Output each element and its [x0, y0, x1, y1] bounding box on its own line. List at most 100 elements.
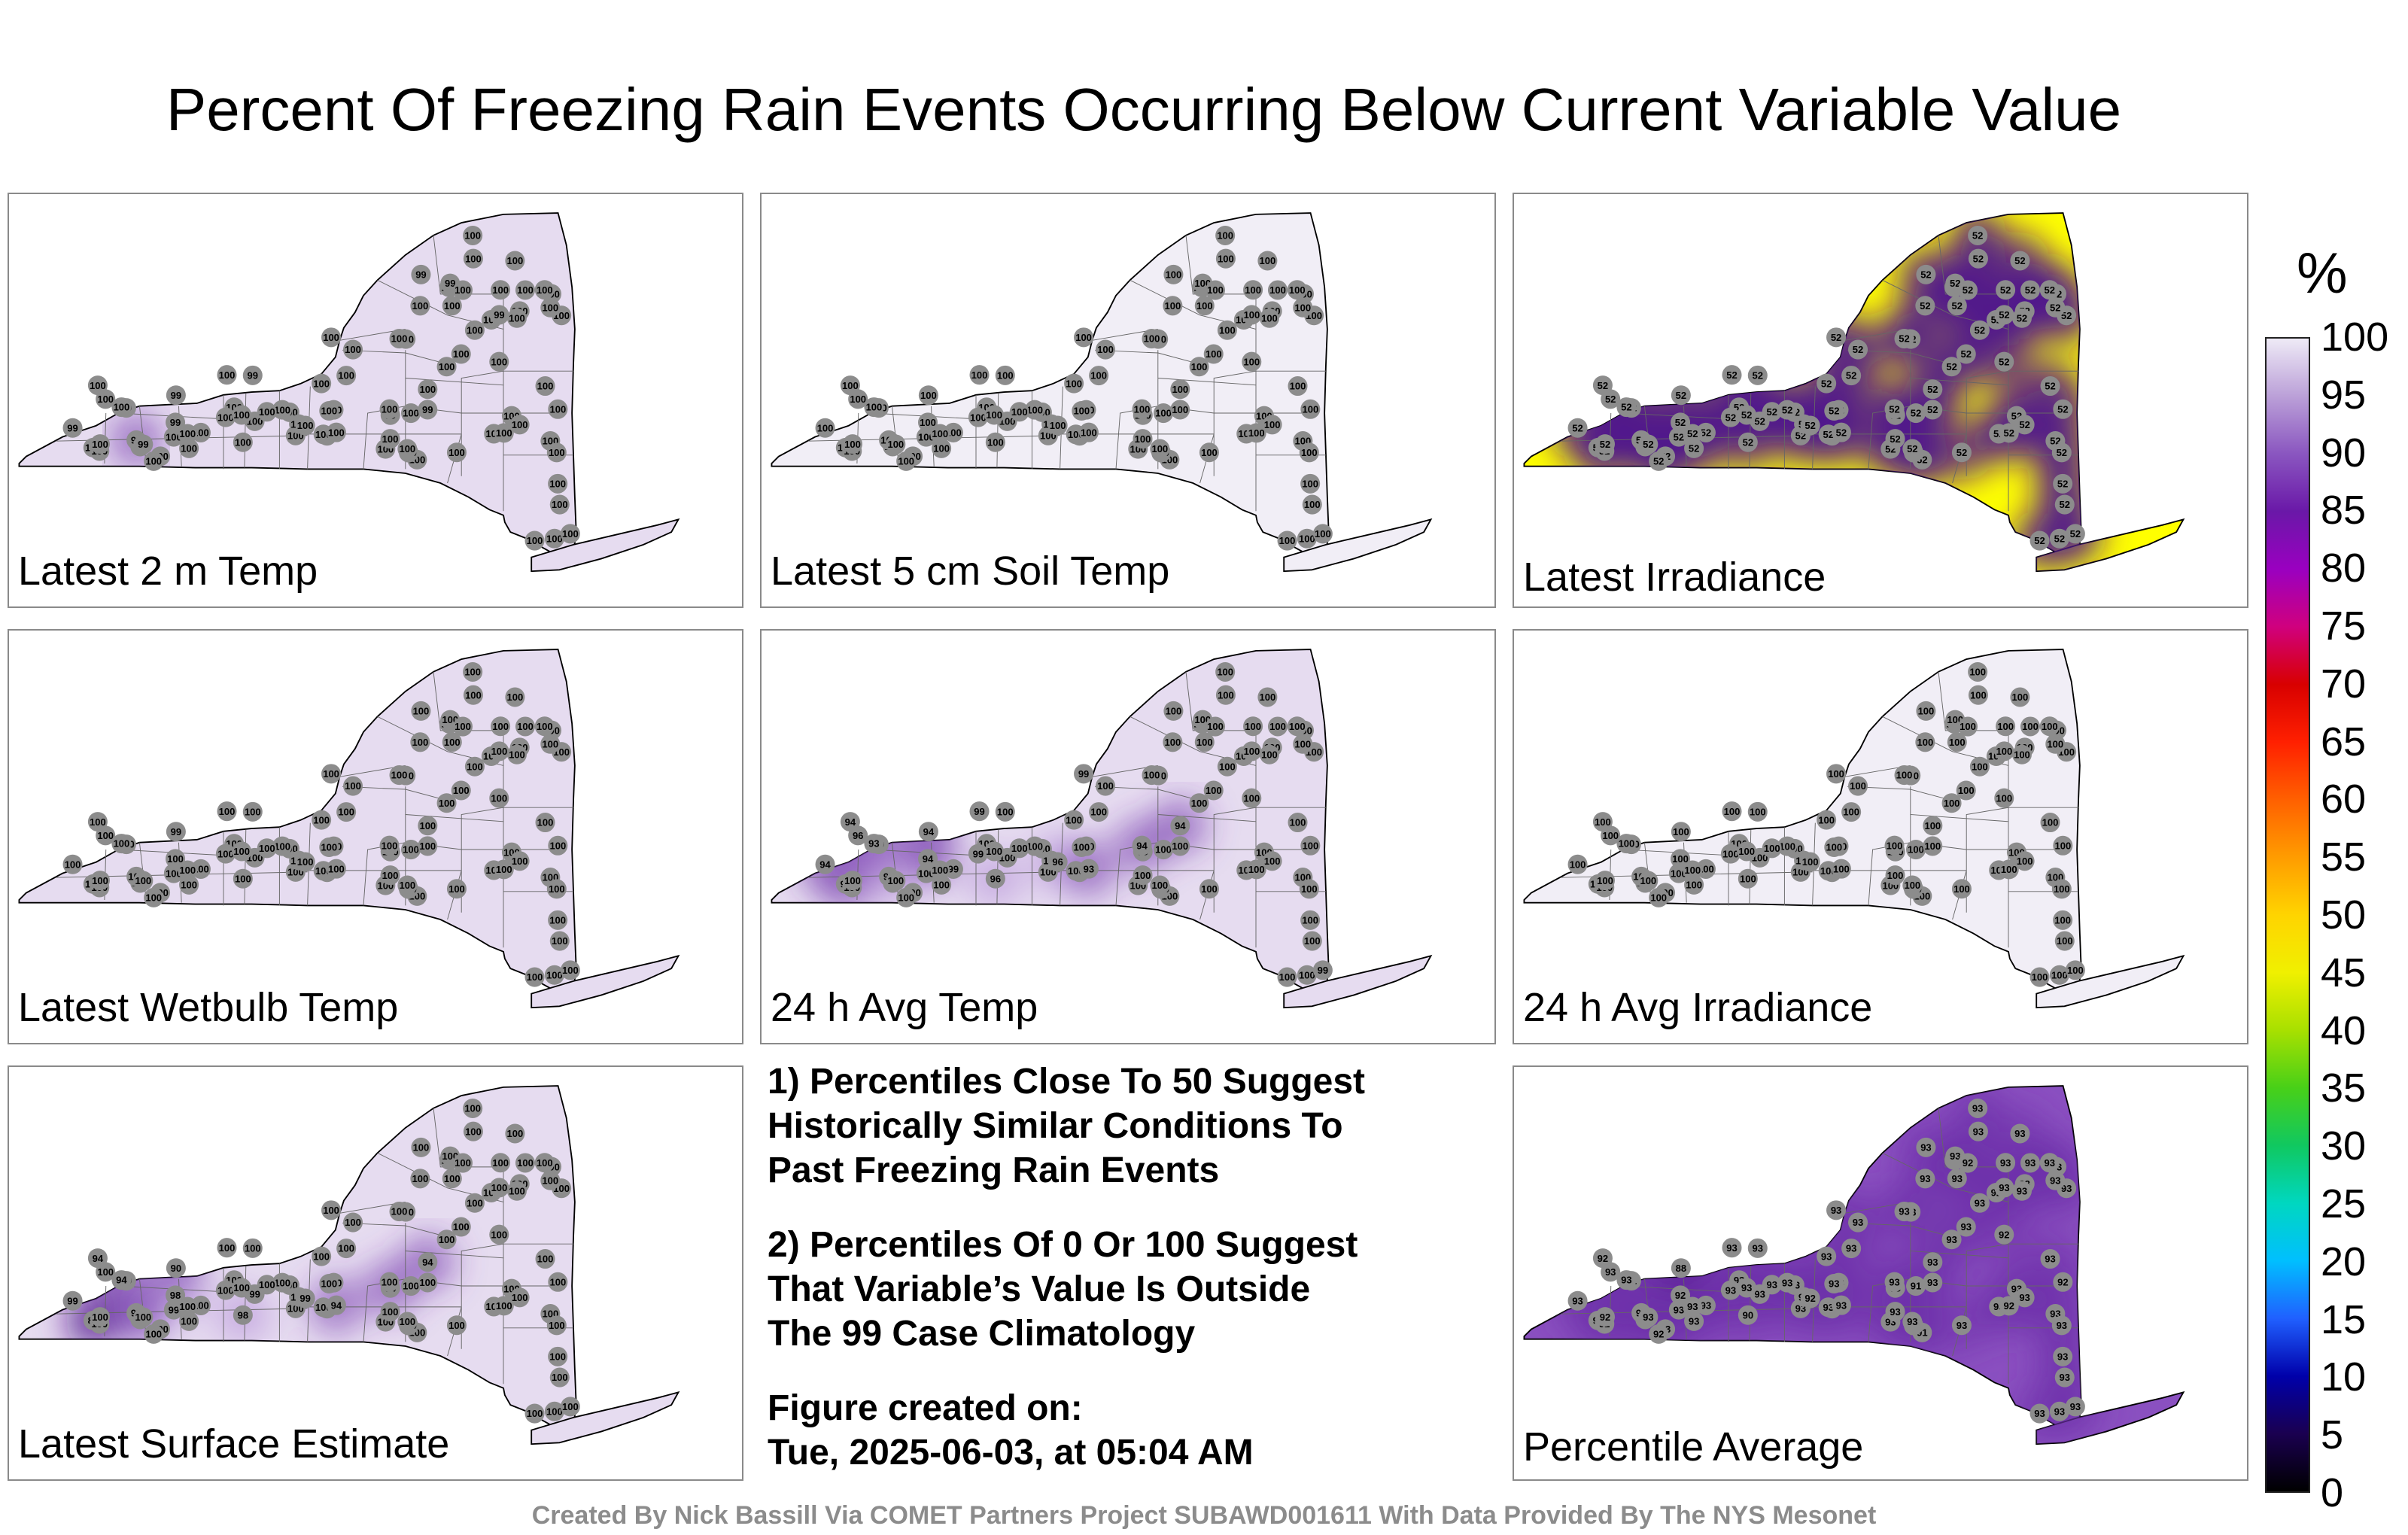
station-marker: 100	[446, 879, 467, 899]
station-dot	[410, 296, 430, 316]
station-value-label: 52	[2054, 533, 2065, 544]
station-dot	[1994, 788, 2014, 808]
station-dot	[401, 840, 421, 860]
station-dot	[1902, 875, 1923, 895]
station-value-label: 100	[1595, 816, 1611, 828]
station-dot	[1595, 434, 1616, 454]
station-value-label: 100	[844, 439, 861, 450]
station-value-label: 52	[1890, 433, 1900, 445]
station-value-label: 92	[1804, 1293, 1815, 1304]
station-marker: 100	[1217, 320, 1237, 340]
station-marker: 100	[1300, 835, 1321, 856]
station-value-label: 100	[233, 846, 250, 857]
station-dot	[1203, 344, 1224, 364]
station-dot	[1848, 776, 1868, 796]
station-marker: 100	[442, 296, 462, 316]
station-value-label: 100	[997, 369, 1014, 381]
station-value-label: 100	[1248, 864, 1265, 875]
station-dot	[312, 373, 332, 394]
station-marker: 100	[1078, 422, 1099, 442]
station-marker: 52	[1800, 415, 1820, 436]
station-value-label: 100	[274, 1277, 290, 1288]
station-value-label: 100	[2057, 935, 2073, 947]
station-value-label: 99	[948, 864, 959, 875]
station-dot	[1300, 399, 1321, 419]
station-dot	[1947, 1169, 1967, 1189]
station-value-label: 100	[1904, 880, 1920, 891]
station-marker: 100	[968, 407, 988, 427]
station-marker: 100	[1242, 305, 1262, 325]
station-dot	[2029, 530, 2050, 551]
station-dot	[1915, 296, 1935, 316]
station-dot	[540, 734, 561, 754]
station-value-label: 93	[2061, 1183, 2072, 1194]
station-dot	[2020, 280, 2041, 300]
station-marker: 100	[1089, 366, 1109, 386]
station-marker: 100	[1841, 802, 1862, 822]
station-marker: 100	[842, 871, 863, 891]
station-marker: 100	[452, 1153, 473, 1173]
station-value-label: 100	[1302, 478, 1318, 489]
station-value-label: 93	[868, 838, 879, 850]
station-value-label: 92	[1675, 1290, 1686, 1301]
map-panel-24h-avg-irradiance: 100 100 100 100 100 100 100 100 100 100 100 100 100 1…	[1513, 629, 2248, 1044]
station-marker: 100	[1999, 859, 2019, 880]
note-line: That Variable’s Value Is Outside	[768, 1269, 1311, 1309]
station-marker: 100	[1205, 280, 1226, 300]
station-value-label: 99	[248, 369, 258, 381]
station-value-label: 100	[2054, 840, 2071, 851]
station-marker: 100	[1302, 931, 1322, 951]
station-marker: 100	[548, 1272, 568, 1292]
station-value-label: 100	[971, 369, 988, 381]
station-dot	[2011, 1181, 2032, 1201]
station-dot	[848, 389, 868, 409]
station-marker: 92	[1999, 1296, 2019, 1316]
station-value-label: 52	[2019, 419, 2029, 430]
station-dot	[544, 1401, 564, 1421]
station-value-label: 100	[920, 417, 936, 428]
station-dot	[1601, 389, 1621, 409]
station-value-label: 93	[2045, 1157, 2055, 1169]
station-dot	[1916, 264, 1936, 284]
station-value-label: 100	[453, 348, 470, 360]
station-value-label: 100	[932, 428, 948, 439]
station-dot	[442, 732, 462, 752]
station-marker: 93	[1923, 1252, 1943, 1272]
station-dot	[446, 879, 467, 899]
station-dot	[1189, 793, 1209, 813]
station-dot	[232, 1278, 252, 1298]
station-value-label: 100	[1244, 746, 1260, 757]
station-value-label: 100	[1245, 284, 1261, 296]
station-marker: 100	[1567, 854, 1588, 874]
station-dot	[257, 838, 277, 859]
station-value-label: 52	[1956, 447, 1967, 458]
station-dot	[509, 1287, 530, 1308]
station-value-label: 93	[1687, 1301, 1698, 1312]
station-marker: 100	[319, 1273, 339, 1294]
station-dot	[1951, 442, 1972, 463]
station-marker: 100	[401, 403, 421, 424]
county-line	[1966, 370, 2009, 476]
station-dot	[144, 1324, 164, 1344]
station-dot	[515, 716, 536, 737]
station-value-label: 52	[1899, 333, 1909, 345]
station-value-label: 100	[92, 1312, 108, 1323]
station-marker: 100	[2040, 813, 2060, 833]
station-value-label: 52	[1726, 369, 1737, 381]
station-value-label: 100	[179, 1301, 196, 1312]
station-marker: 100	[380, 1302, 400, 1322]
station-dot	[1841, 366, 1862, 386]
station-marker: 92	[1957, 1153, 1978, 1173]
station-value-label: 100	[1673, 826, 1689, 837]
station-value-label: 100	[181, 880, 197, 891]
long-island-outline	[531, 518, 680, 573]
station-value-label: 100	[382, 870, 399, 881]
station-value-label: 100	[453, 785, 470, 796]
station-value-label: 93	[2050, 1175, 2060, 1186]
station-value-label: 99	[67, 422, 78, 433]
station-marker: 100	[452, 716, 473, 737]
station-value-label: 100	[419, 384, 436, 395]
station-value-label: 100	[562, 965, 579, 976]
station-dot	[1994, 741, 2014, 761]
station-marker: 100	[410, 732, 430, 752]
